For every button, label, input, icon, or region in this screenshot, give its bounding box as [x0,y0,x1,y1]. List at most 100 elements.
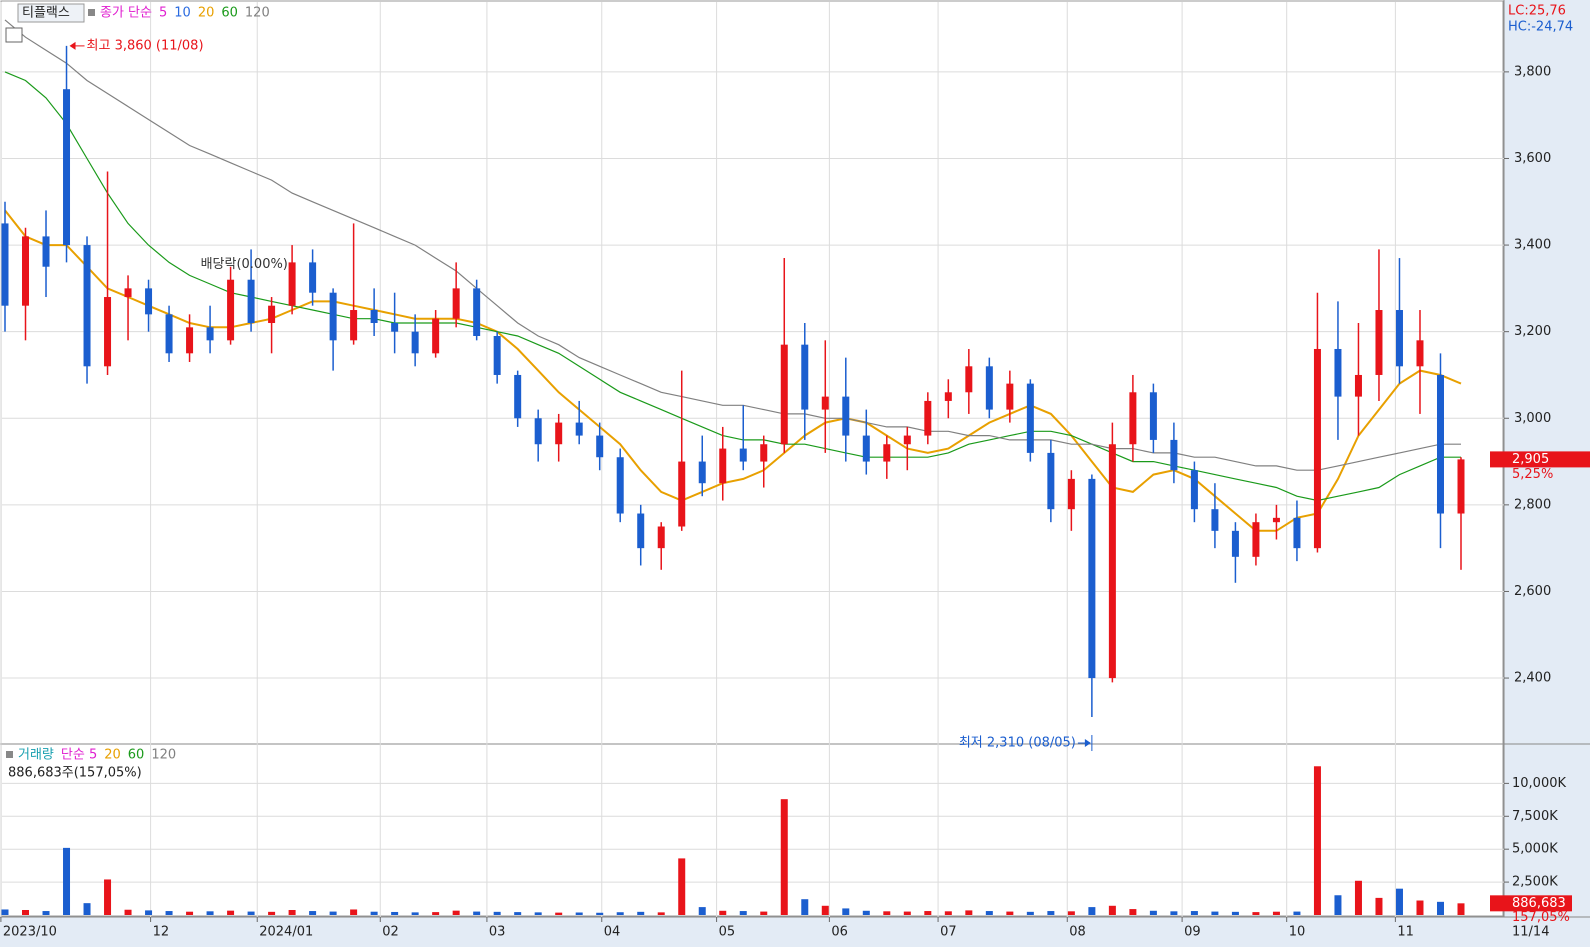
volume-bar [206,911,214,915]
volume-bar [944,911,952,915]
x-tick-label: 06 [831,925,848,940]
x-tick-label: 03 [489,925,506,940]
high-note: 최고 3,860 (11/08) [87,38,204,53]
y-tick-label: 2,800 [1514,497,1551,512]
volume-bar [1334,895,1342,915]
candle-body [227,279,235,341]
candle-body [698,461,706,484]
candle-body [1006,383,1014,410]
candle-body [63,89,71,246]
volume-bar [1252,912,1260,915]
y-tick-label: 3,600 [1514,151,1551,166]
legend-label: 120 [151,748,176,763]
volume-bar [411,912,419,915]
volume-bar [883,911,891,915]
candle-body [83,245,91,367]
candle-body [965,366,973,393]
y-tick-label: 10,000K [1512,776,1566,791]
volume-bar [1211,911,1219,915]
candle-body [1313,348,1321,549]
volume-bar [1231,911,1239,915]
candle-body [370,310,378,324]
candle-body [391,323,399,332]
candle-body [760,444,768,462]
candle-body [145,288,153,315]
candle-body [719,448,727,484]
y-tick-label: 3,400 [1514,238,1551,253]
candle-body [1354,374,1362,397]
candle-body [1436,374,1444,514]
ma-line [4,19,1461,471]
volume-bar [247,911,255,915]
candle-body [1190,470,1198,510]
volume-bar [493,911,501,915]
volume-bar [965,910,973,915]
candle-body [575,422,583,436]
volume-bar [1047,911,1055,915]
volume-bar [637,911,645,915]
volume-bar [1416,900,1424,915]
volume-bar [514,912,522,915]
x-tick-label: 08 [1069,925,1086,940]
candle-body [247,279,255,324]
volume-bar [42,911,50,915]
candle-body [22,236,30,306]
candle-body [186,327,194,354]
volume-bar [1,909,9,915]
volume-bar [452,910,460,915]
volume-bar [165,911,173,915]
volume-bar [821,905,829,915]
y-tick-label: 3,200 [1514,324,1551,339]
y-tick-label: 2,400 [1514,671,1551,686]
volume-bar [63,847,71,915]
volume-bar [596,912,604,915]
candle-body [534,418,542,445]
volume-bar [1395,888,1403,915]
title-button[interactable] [17,3,85,23]
volume-bar [698,907,706,915]
candle-body [452,288,460,319]
candle-body [985,366,993,410]
volume-bar [329,911,337,915]
candle-body [1334,348,1342,397]
volume-bar [1088,907,1096,915]
candle-body [473,288,481,336]
x-tick-label: 10 [1289,925,1306,940]
candle-body [842,396,850,436]
y-tick-label: 2,500K [1512,875,1558,890]
table-icon[interactable] [5,27,23,43]
volume-bar [1457,903,1465,915]
volume-bar [575,912,583,915]
volume-bar [1170,911,1178,915]
grid [0,2,1504,917]
candle-body [657,526,665,549]
candle-body [596,435,604,458]
legend-label: 20 [104,748,121,763]
last-price-tag [1490,451,1590,468]
volume-ratio: 157,05% [1512,910,1570,925]
legend-label: 60 [221,6,238,21]
candle-body [1416,340,1424,367]
candle-body [555,422,563,445]
x-tick-label: 12 [153,925,170,940]
volume-bar [268,911,276,915]
legend-label: 단순 5 [61,748,97,763]
candle-body [1252,522,1260,557]
volume-bar [473,911,481,915]
volume-bar [1006,911,1014,915]
candle-body [268,305,276,324]
volume-bar [227,910,235,915]
volume-bar [186,911,194,915]
volume-bar [760,911,768,915]
volume-bar [22,909,30,915]
volume-bar [391,911,399,915]
right-axis-bg [1504,0,1590,947]
volume-bar [555,912,563,915]
y-tick-label: 3,800 [1514,64,1551,79]
lc-label: LC:25,76 [1508,4,1566,19]
candle-body [42,236,50,267]
candle-body [801,344,809,410]
legend-label: 5 [159,6,167,21]
candle-body [637,513,645,549]
